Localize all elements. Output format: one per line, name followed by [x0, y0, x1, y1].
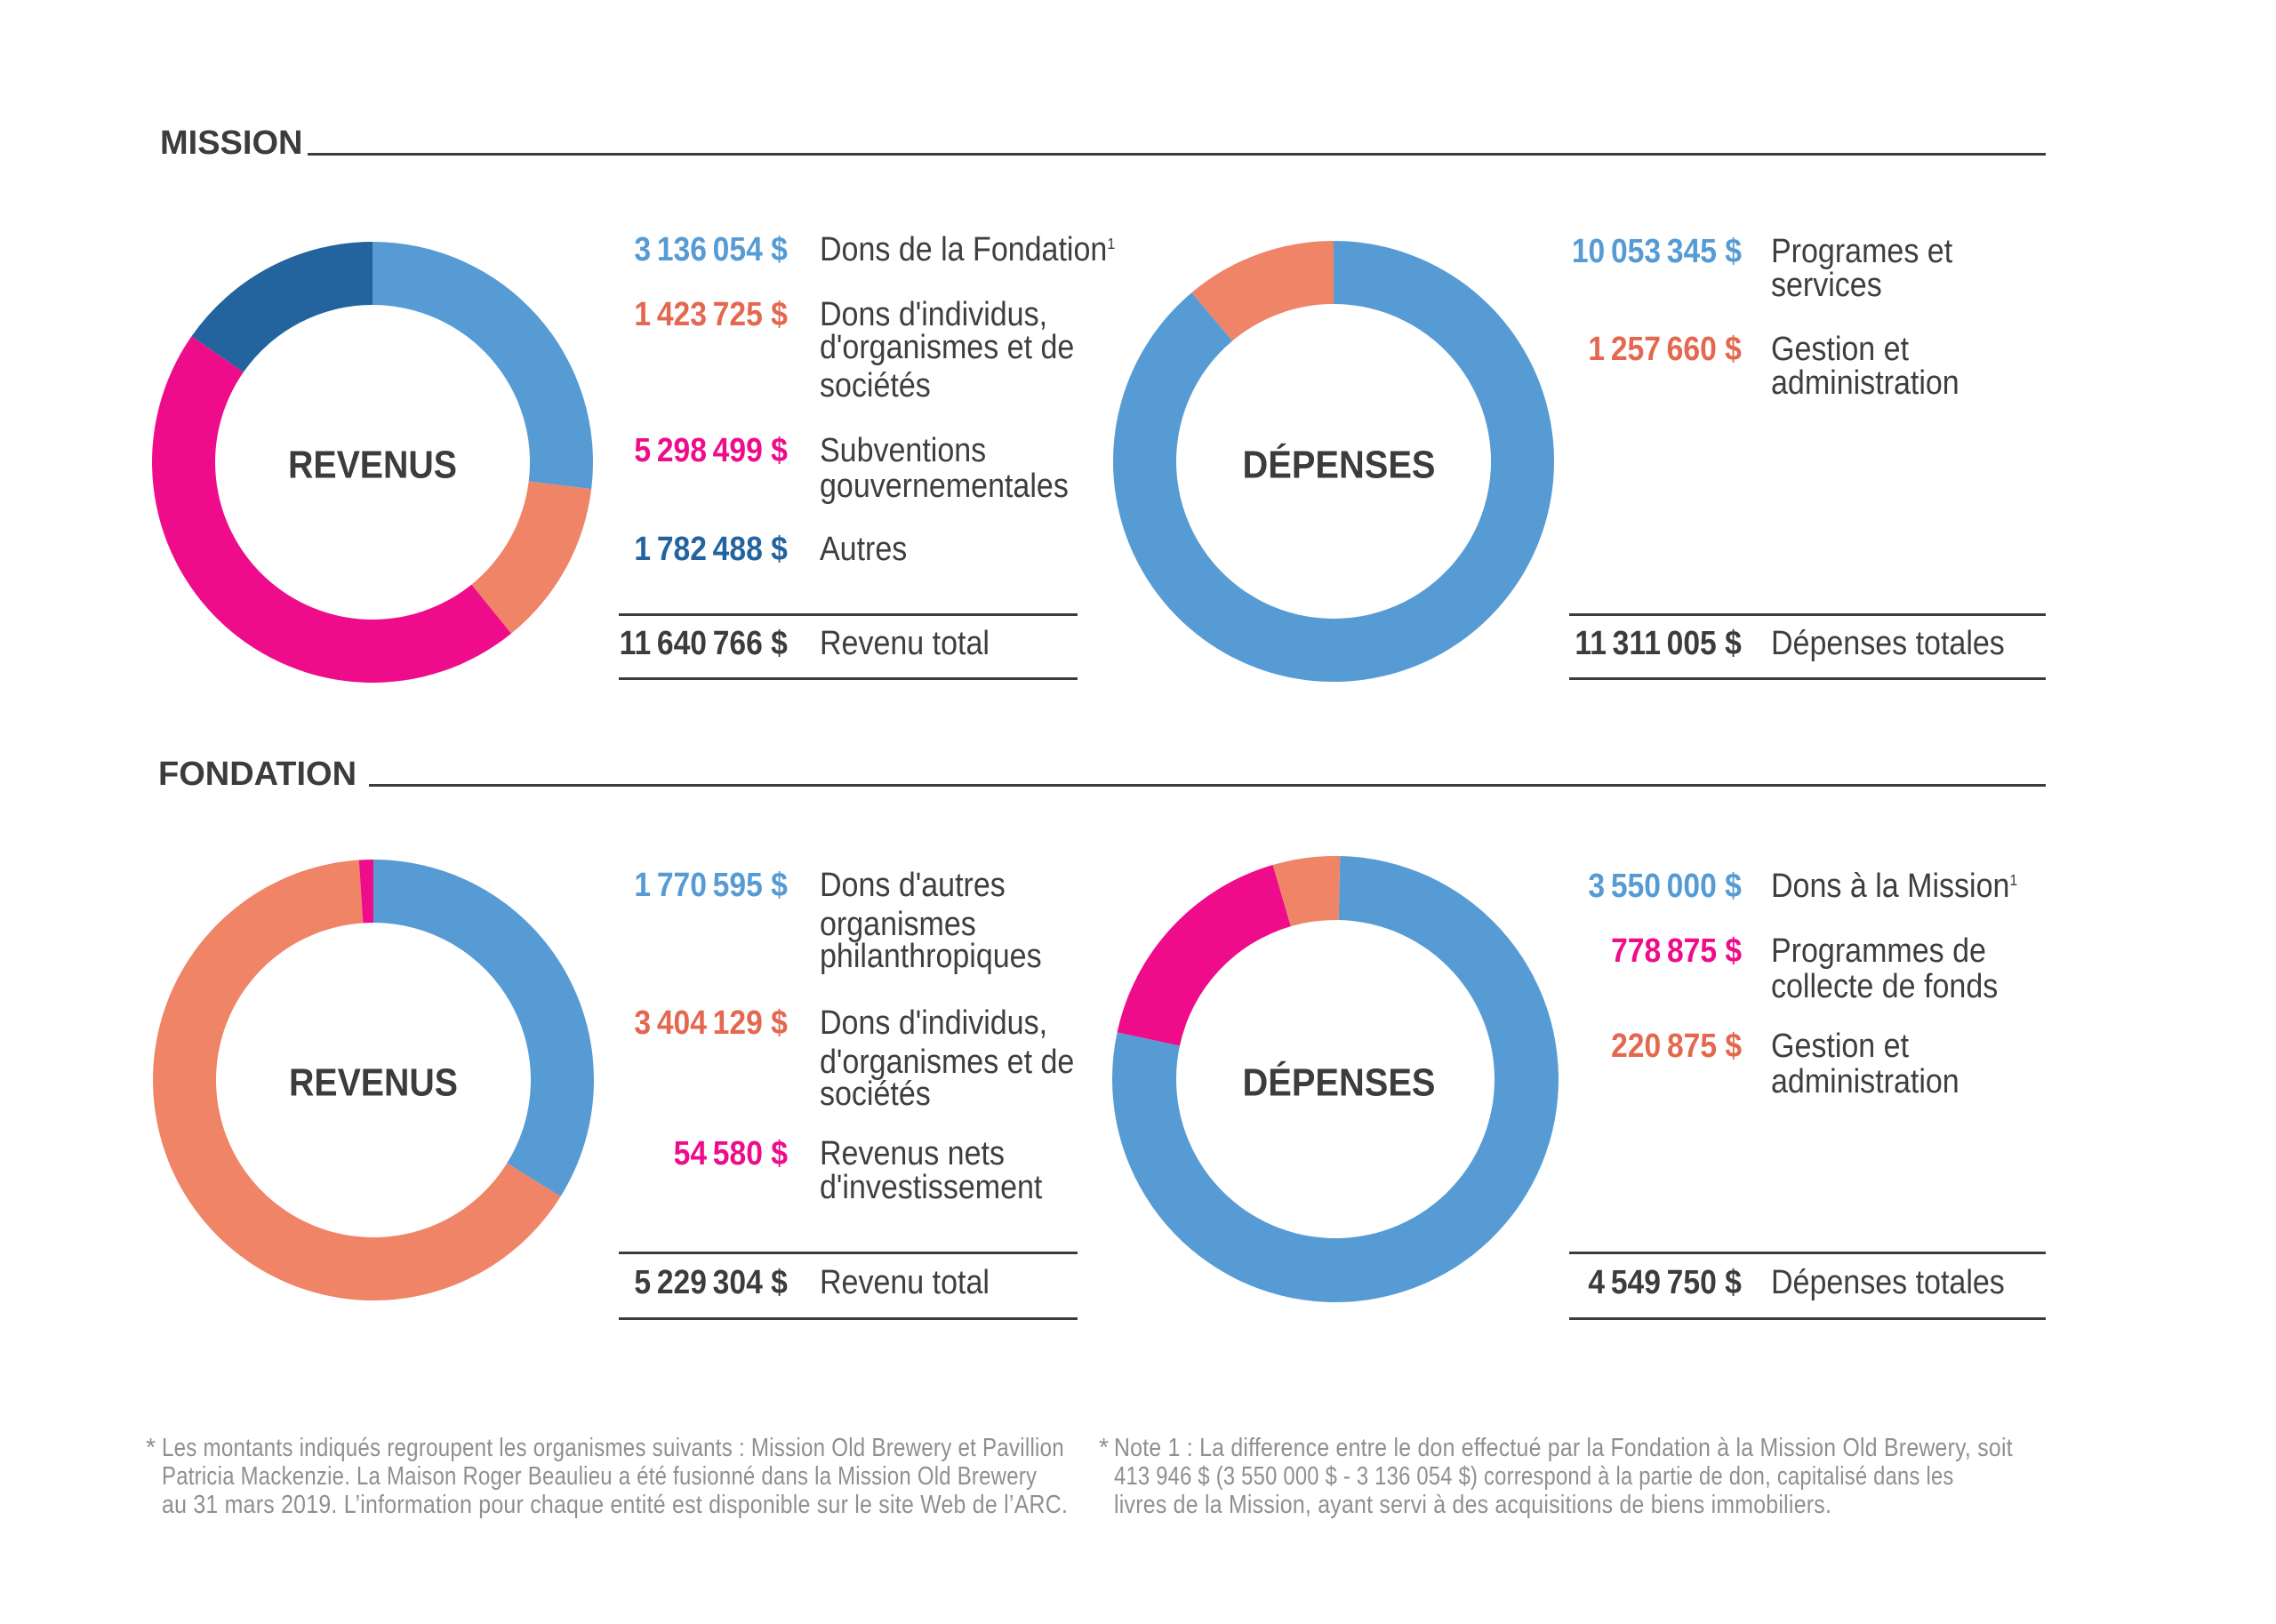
svg-text:REVENUS: REVENUS	[289, 1061, 458, 1105]
svg-text:REVENUS: REVENUS	[288, 444, 457, 487]
svg-text:DÉPENSES: DÉPENSES	[1243, 443, 1436, 487]
svg-text:DÉPENSES: DÉPENSES	[1243, 1060, 1436, 1105]
